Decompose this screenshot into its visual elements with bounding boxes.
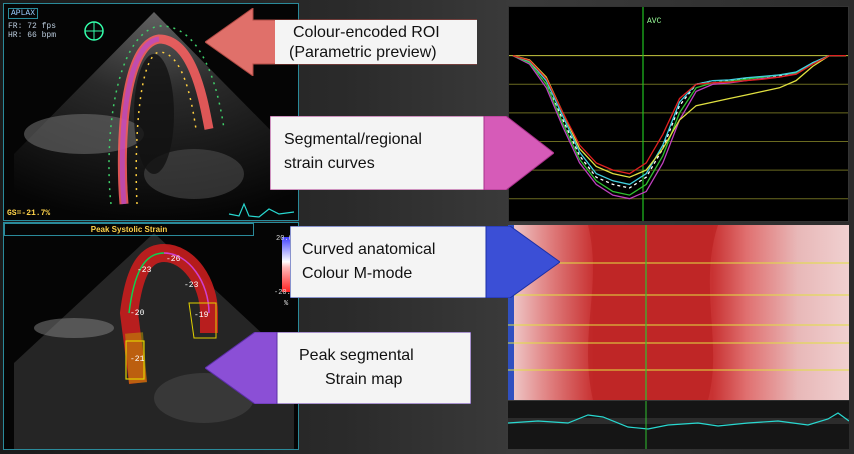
roi-callout: Colour-encoded ROI (Parametric preview) <box>204 7 478 77</box>
segment-value: -26 <box>166 255 181 264</box>
frame-rate: FR: 72 fps <box>8 22 57 31</box>
view-label: APLAX <box>8 8 39 19</box>
peak-systolic-strain-title: Peak Systolic Strain <box>4 223 254 236</box>
strain-curve <box>512 54 846 189</box>
avc-label: AVC <box>647 17 662 26</box>
ecg-strip <box>508 401 849 449</box>
segment-value: -19 <box>194 311 209 320</box>
m-mode-image <box>508 225 849 400</box>
segment-value: -21 <box>130 355 145 364</box>
ultrasound-image <box>14 12 295 220</box>
global-strain: GS=-21.7% <box>7 209 51 218</box>
scale-unit: % <box>284 300 289 308</box>
heart-rate: HR: 66 bpm <box>8 31 57 40</box>
segment-value: -20 <box>130 309 145 318</box>
scale-max: 20.0 <box>276 235 293 243</box>
strain-curves-panel[interactable]: AVC <box>508 6 849 222</box>
curves-callout: Segmental/regional strain curves <box>269 115 555 191</box>
ecg-trace <box>228 202 295 218</box>
scale-min: -20.0 <box>274 289 296 297</box>
segment-value: -23 <box>137 266 152 275</box>
strain-curve <box>512 54 846 175</box>
segment-value: -23 <box>184 281 199 290</box>
bullseye-strain-image <box>4 223 298 449</box>
strain-curves-chart <box>509 7 848 221</box>
peak-callout: Peak segmental Strain map <box>204 331 472 405</box>
mmode-callout: Curved anatomical Colour M-mode <box>289 225 561 299</box>
strain-curve <box>512 54 846 186</box>
colour-m-mode-panel[interactable] <box>508 225 849 400</box>
